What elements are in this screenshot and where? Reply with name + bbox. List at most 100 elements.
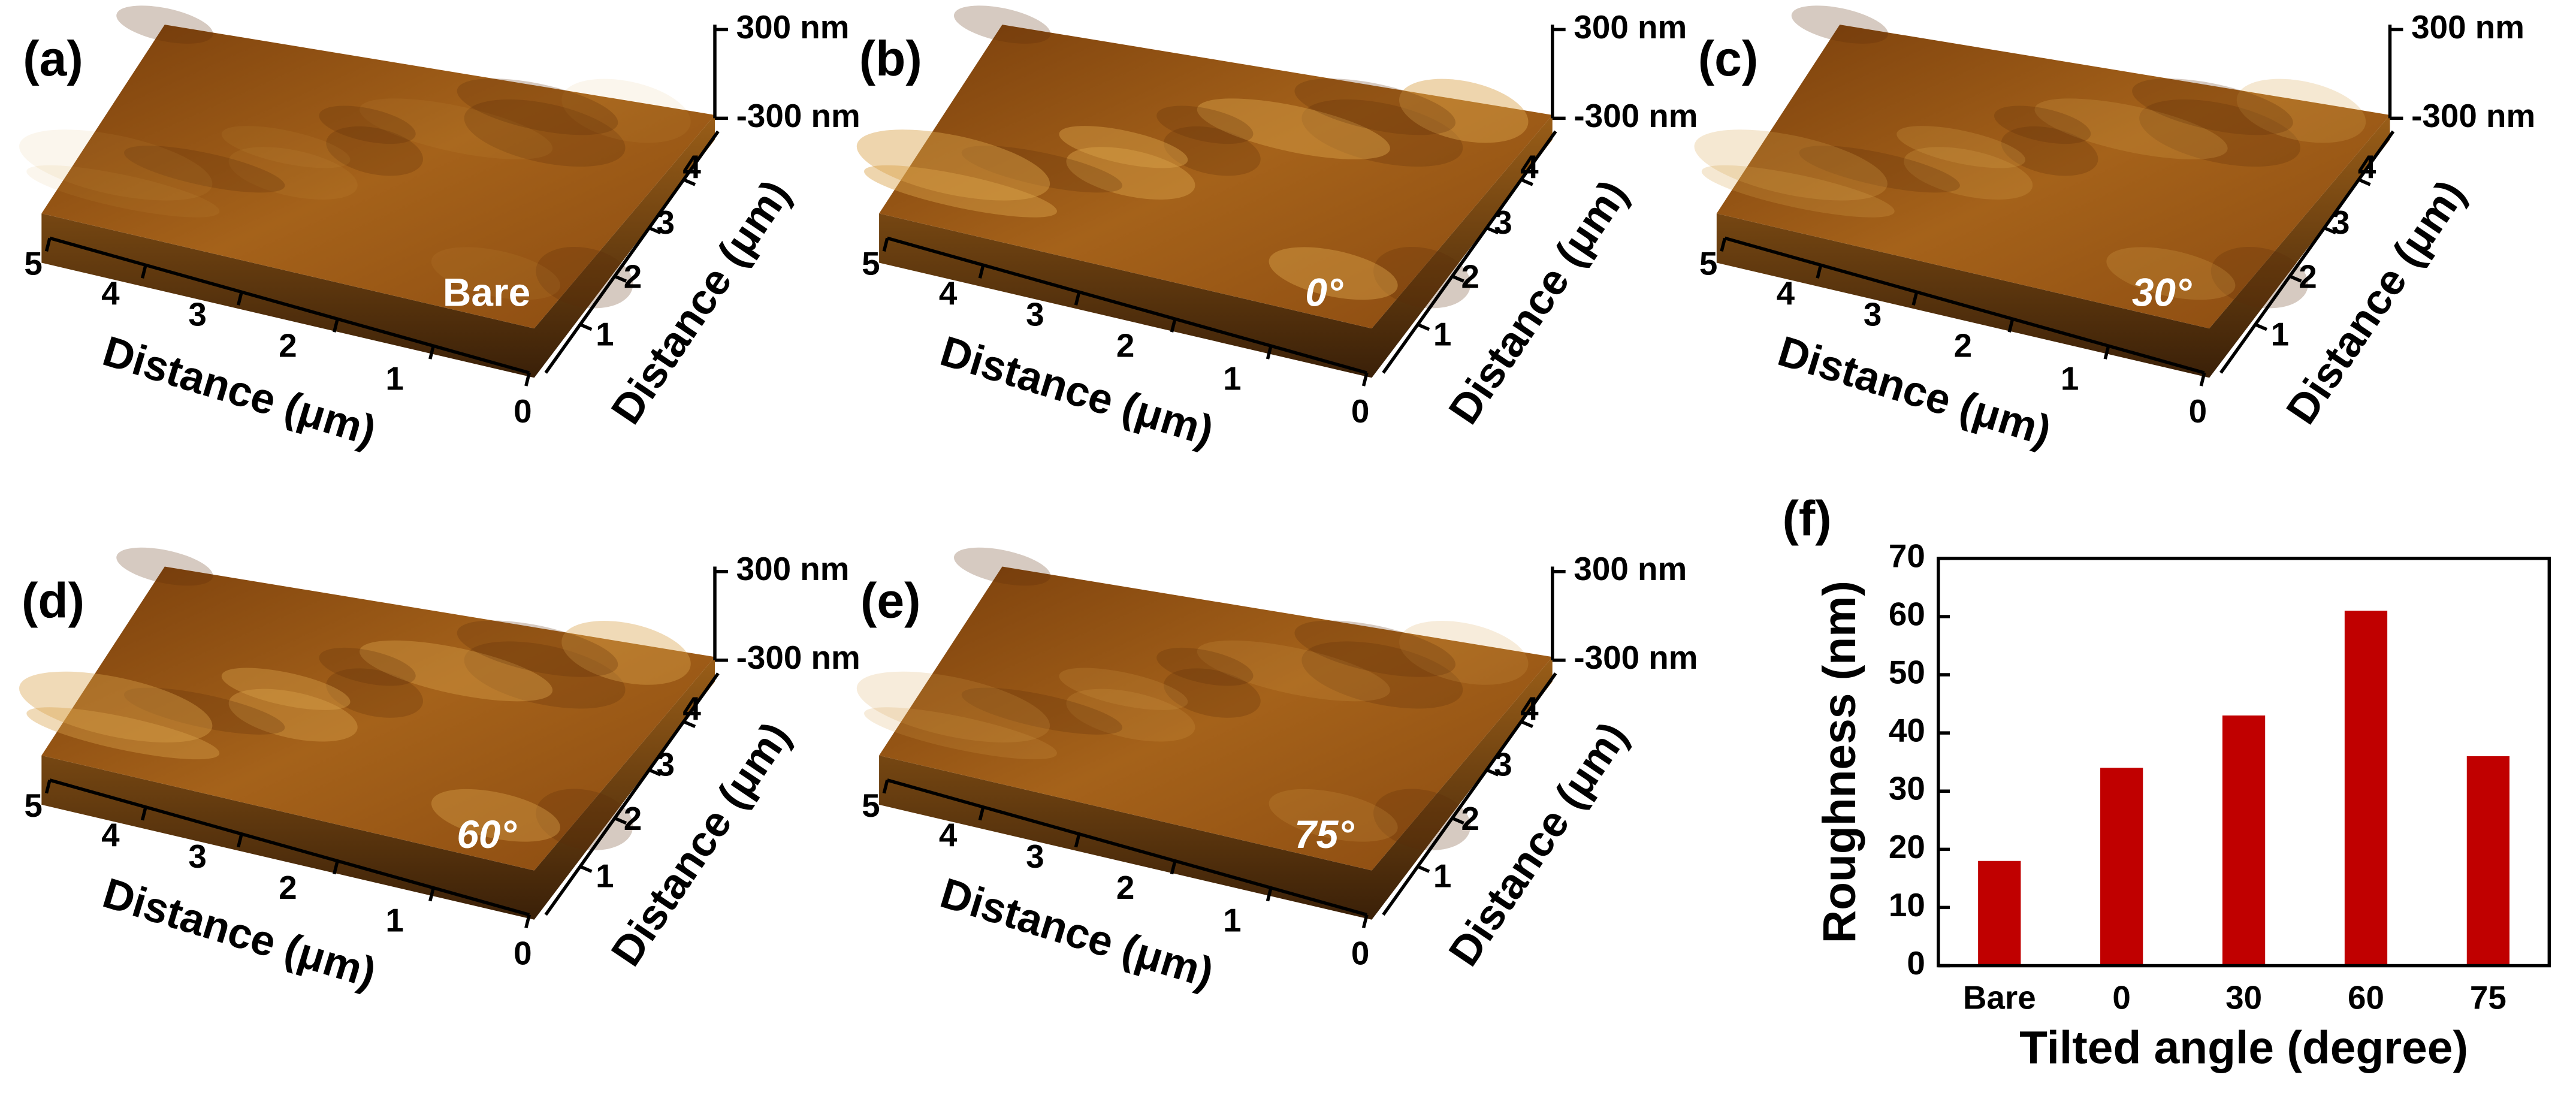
y-tick-label: 70	[1889, 537, 1925, 574]
y-tick-label: 2	[2299, 258, 2317, 295]
y-tick	[1417, 323, 1430, 331]
surface-texture	[124, 146, 285, 193]
y-axis	[1382, 130, 1557, 374]
surface-texture	[228, 689, 358, 742]
z-tick-label: 300 nm	[1574, 550, 1687, 587]
annotation: Bare	[443, 270, 530, 315]
surface-texture	[2139, 99, 2300, 167]
x-tick-label: 3	[188, 838, 206, 875]
x-tick-label: 5	[862, 787, 880, 824]
y-tick	[2289, 274, 2302, 283]
surface-texture	[19, 671, 213, 743]
surface-texture	[2236, 79, 2366, 143]
surface-side	[879, 114, 1553, 378]
x-tick-label: 3	[188, 295, 206, 333]
bar	[2344, 611, 2388, 966]
x-tick-label: 4	[1777, 274, 1795, 312]
annotation: 0°	[1305, 270, 1343, 315]
x-tick	[428, 887, 435, 902]
surface-texture	[319, 647, 416, 686]
y-tick-label: 4	[682, 148, 701, 185]
y-tick-label: 1	[1433, 858, 1451, 895]
x-tick	[1361, 372, 1369, 387]
y-tick	[1486, 768, 1499, 777]
y-axis-title: Roughness (nm)	[1814, 581, 1865, 943]
x-tick	[1720, 237, 1727, 252]
surface-texture	[464, 641, 626, 709]
surface-texture	[2106, 247, 2236, 300]
y-tick	[614, 274, 627, 283]
x-axis	[49, 236, 530, 375]
y-tick-label: 2	[624, 800, 642, 837]
surface-texture	[1294, 620, 1456, 677]
y-tick	[1451, 816, 1464, 825]
bar	[2466, 756, 2510, 966]
panel-label: (c)	[1698, 32, 1759, 86]
surface-texture	[536, 246, 633, 309]
y-tick	[579, 865, 593, 873]
x-tick-label: 30	[2225, 979, 2262, 1016]
surface-texture	[1373, 246, 1471, 309]
x-tick	[524, 372, 531, 387]
x-tick-label: 1	[385, 360, 403, 397]
x-tick-label: 1	[385, 902, 403, 939]
y-tick	[648, 226, 662, 235]
x-axis-title: Distance (μm)	[98, 869, 382, 997]
surface-texture	[1799, 146, 1960, 193]
surface-texture	[1269, 789, 1398, 842]
x-tick	[236, 834, 243, 848]
x-tick-label: 3	[1864, 295, 1882, 333]
surface-texture	[431, 789, 560, 842]
surface-texture	[1896, 126, 2026, 168]
x-tick-label: 4	[101, 816, 120, 853]
z-tick-label: 300 nm	[2411, 8, 2524, 46]
surface-side	[879, 657, 1553, 920]
y-tick	[648, 768, 662, 777]
x-axis-title: Distance (μm)	[98, 327, 382, 455]
surface-side	[41, 114, 715, 378]
x-tick	[2103, 345, 2110, 360]
surface-texture	[1399, 79, 1529, 143]
y-tick-label: 2	[1461, 258, 1479, 295]
x-tick	[44, 237, 52, 252]
surface-texture	[561, 621, 691, 685]
surface-texture	[1269, 247, 1398, 300]
x-axis-title: Tilted angle (degree)	[2019, 1022, 2468, 1073]
surface-texture	[856, 129, 1050, 201]
x-tick	[1170, 318, 1177, 333]
x-axis	[887, 778, 1367, 917]
x-axis-title: Distance (μm)	[935, 869, 1219, 997]
bar	[2222, 715, 2266, 966]
surface-texture	[864, 165, 1057, 218]
x-tick-label: 5	[1699, 244, 1717, 282]
y-tick-label: 3	[657, 204, 675, 241]
surface-texture	[1164, 668, 1261, 718]
x-tick	[1361, 914, 1369, 929]
y-tick	[682, 720, 696, 728]
surface-texture	[1994, 105, 2091, 144]
surface-texture	[953, 547, 1051, 586]
y-tick-label: 50	[1889, 654, 1925, 691]
x-tick-label: 5	[24, 244, 42, 282]
surface-texture	[1197, 640, 1390, 702]
y-tick-label: 4	[2358, 148, 2376, 185]
x-tick-label: 2	[1954, 327, 1972, 364]
surface-texture	[26, 165, 220, 218]
surface-texture	[961, 687, 1123, 735]
surface-texture	[1066, 689, 1195, 742]
surface-texture	[961, 146, 1123, 193]
surface-side	[41, 657, 715, 920]
surface-texture	[326, 668, 423, 718]
x-tick-label: 2	[279, 869, 297, 906]
y-tick-label: 3	[1494, 745, 1512, 783]
surface-texture	[116, 547, 213, 586]
x-tick-label: 1	[1223, 360, 1241, 397]
surface-texture	[2210, 246, 2308, 309]
y-tick-label: 4	[682, 690, 701, 727]
x-tick-label: 0	[514, 393, 531, 430]
x-tick-label: 4	[939, 816, 958, 853]
y-tick	[2254, 323, 2268, 331]
annotation: 30°	[2132, 270, 2192, 315]
